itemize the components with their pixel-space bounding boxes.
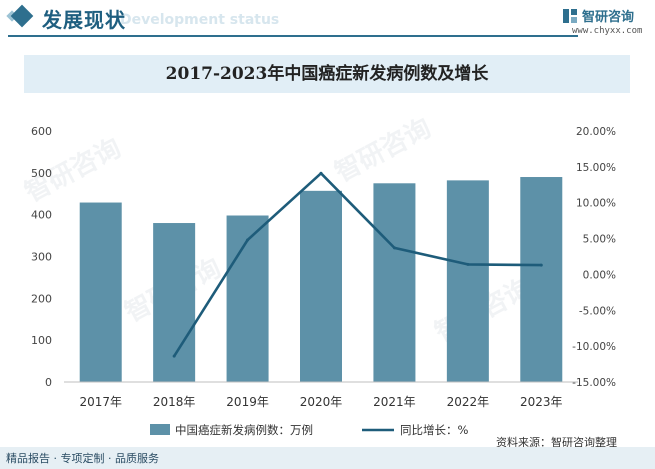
y-right-tick-label: -5.00% [579,305,616,317]
growth-line [173,172,542,357]
section-header: Development status 发展现状 智研咨询 www.chyxx.c… [0,0,655,40]
y-right-tick-label: -15.00% [572,377,616,389]
brand-url: www.chyxx.com [572,26,643,36]
x-tick-label: 2018年 [153,395,196,409]
y-left-tick-label: 0 [45,376,52,389]
growth-point-5 [392,246,396,250]
legend-bar-label: 中国癌症新发病例数：万例 [175,423,313,437]
brand-name: 智研咨询 [582,10,635,25]
bar-2 [153,223,196,382]
growth-point-3 [246,238,250,242]
bar-4 [300,190,342,382]
legend-line-label: 同比增长：% [400,423,468,437]
y-right-tick-label: 15.00% [576,162,616,174]
y-right-tick-label: 10.00% [576,198,616,210]
section-title: 发展现状 [42,8,126,32]
bar-3 [226,215,269,382]
brand-logo-icon [563,9,577,23]
y-right-tick-label: -10.00% [572,341,616,353]
header-divider [8,35,578,37]
x-tick-label: 2020年 [300,395,343,409]
source-note: 资料来源：智研咨询整理 [496,436,617,449]
y-left-tick-label: 300 [31,251,52,264]
bar-7 [520,177,563,382]
bar-1 [79,202,122,382]
y-left-tick-label: 100 [31,334,52,347]
y-right-tick-label: 20.00% [576,126,616,138]
x-tick-label: 2022年 [447,395,490,409]
footer-services: 精品报告 · 专项定制 · 品质服务 [6,452,159,465]
growth-point-2 [172,354,176,358]
growth-point-4 [319,171,323,175]
y-right-tick-label: 0.00% [583,269,616,281]
y-left-tick-label: 600 [31,125,52,138]
bar-6 [446,180,489,382]
x-tick-label: 2023年 [520,395,563,409]
bar-5 [373,183,416,382]
section-subtitle: Development status [120,12,280,28]
y-left-tick-label: 200 [31,292,52,305]
y-right-tick-label: 5.00% [583,234,616,246]
chart-title: 2017-2023年中国癌症新发病例数及增长 [165,64,489,84]
growth-point-6 [466,262,470,266]
legend-bar-swatch [150,424,170,435]
chart-title-box: 2017-2023年中国癌症新发病例数及增长 [24,55,630,93]
footer-bar [0,447,655,469]
x-tick-label: 2017年 [79,395,122,409]
x-tick-label: 2021年 [373,395,416,409]
y-left-tick-label: 400 [31,209,52,222]
y-left-tick-label: 500 [31,167,52,180]
x-tick-label: 2019年 [226,395,269,409]
growth-point-7 [539,263,543,267]
